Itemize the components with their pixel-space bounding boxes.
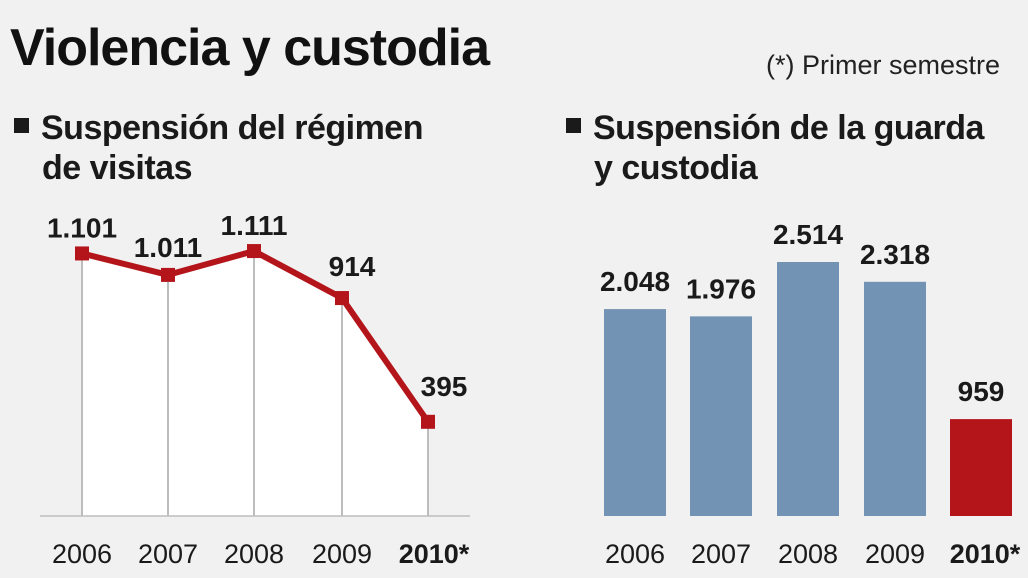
bullet-square-icon [566,118,581,133]
line-chart-tick-label: 2007 [138,539,198,569]
bar-chart-bar [604,309,666,516]
line-chart-title: Suspensión del régimen de visitas [14,108,423,188]
bar-chart-title-line-1: Suspensión de la guarda [593,109,984,147]
bar-chart-title: Suspensión de la guarda y custodia [566,108,984,188]
line-chart-marker [247,244,261,259]
line-chart-title-line-2: de visitas [42,149,192,187]
bar-chart-bar [864,281,926,516]
bar-chart-bar [777,262,839,516]
line-chart-marker [75,246,89,261]
line-chart-value-label: 395 [421,371,468,402]
bar-chart-tick-label: 2009 [865,539,925,569]
line-chart-tick-label: 2006 [52,539,112,569]
line-chart-value-label: 1.111 [221,210,288,241]
page-title: Violencia y custodia [10,19,490,77]
line-chart-marker [421,414,435,429]
bar-chart-value-label: 2.048 [600,266,670,297]
line-chart-value-label: 914 [329,251,376,282]
bar-chart-value-label: 2.514 [773,219,843,250]
line-chart-marker [335,291,349,306]
bar-chart-value-label: 1.976 [686,273,756,304]
line-chart-tick-label: 2010* [399,539,470,569]
bar-chart-bar [690,316,752,516]
bar-chart-tick-label: 2006 [605,539,665,569]
footnote: (*) Primer semestre [765,50,1000,80]
bar-chart-title-line-2: y custodia [594,149,758,187]
bar-chart-tick-label: 2008 [778,539,838,569]
line-chart-value-label: 1.011 [134,232,203,263]
line-chart-title-line-1: Suspensión del régimen [41,109,423,147]
line-chart-value-label: 1.101 [47,212,117,243]
line-chart-marker [161,267,175,282]
bar-chart-tick-label: 2010* [950,539,1021,569]
line-chart-tick-label: 2008 [224,539,284,569]
bar-chart-tick-label: 2007 [691,539,751,569]
bar-chart-value-label: 2.318 [860,239,930,270]
bar-chart-bar [950,419,1012,516]
line-chart-tick-label: 2009 [312,539,372,569]
bar-chart-value-label: 959 [958,376,1005,407]
bullet-square-icon [14,118,29,133]
